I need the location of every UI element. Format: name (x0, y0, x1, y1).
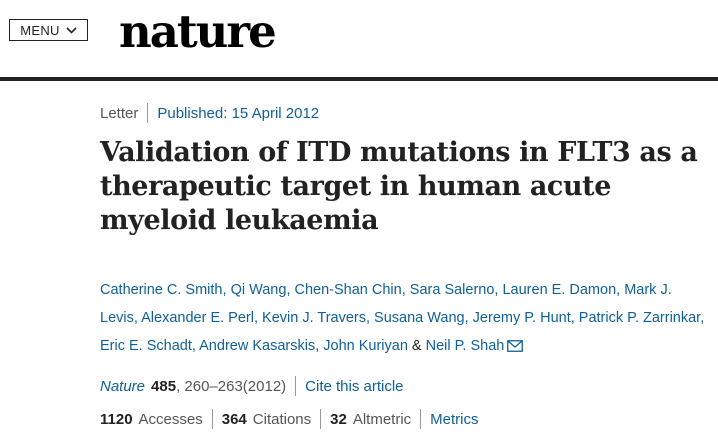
article-meta: Letter Published: 15 April 2012 (100, 103, 319, 123)
author-link[interactable]: Chen-Shan Chin (294, 282, 402, 298)
mail-icon[interactable] (507, 334, 524, 362)
author-separator: , (494, 282, 499, 298)
page-range: , 260–263(2012) (176, 377, 287, 395)
author-link[interactable]: Andrew Kasarskis (199, 338, 316, 354)
metrics-link[interactable]: Metrics (430, 410, 479, 428)
author-separator: , (700, 310, 705, 326)
author-separator: , (222, 282, 227, 298)
citations-count: 364 (221, 410, 247, 428)
author-link[interactable]: Neil P. Shah (425, 338, 505, 354)
author-link[interactable]: Patrick P. Zarrinkar (578, 310, 701, 326)
author-link[interactable]: John Kuriyan (323, 338, 408, 354)
author-ampersand: & (411, 338, 422, 354)
author-link[interactable]: Eric E. Schadt (100, 338, 192, 354)
author-link[interactable]: Mark J. Levis (100, 282, 672, 326)
menu-button[interactable]: MENU (9, 19, 88, 41)
nature-logo[interactable]: nature (119, 5, 277, 58)
author-separator: , (464, 310, 469, 326)
divider (320, 409, 322, 429)
article-type: Letter (100, 104, 139, 122)
author-separator: , (570, 310, 575, 326)
author-link[interactable]: Kevin J. Travers (262, 310, 366, 326)
divider (211, 409, 213, 429)
published-date-link[interactable]: Published: 15 April 2012 (157, 104, 320, 122)
altmetric-count: 32 (330, 410, 347, 428)
metrics-bar: 1120 Accesses 364 Citations 32 Altmetric… (100, 409, 479, 429)
author-separator: , (616, 282, 621, 298)
author-link[interactable]: Catherine C. Smith (100, 282, 223, 298)
header-divider (0, 77, 718, 81)
author-separator: , (253, 310, 258, 326)
journal-name[interactable]: Nature (100, 377, 146, 395)
author-link[interactable]: Lauren E. Damon (502, 282, 617, 298)
accesses-count: 1120 (100, 410, 133, 428)
cite-article-link[interactable]: Cite this article (305, 377, 404, 395)
author-separator: , (401, 282, 406, 298)
accesses-label: Accesses (138, 410, 203, 428)
author-link[interactable]: Alexander E. Perl (141, 310, 254, 326)
author-link[interactable]: Qi Wang (230, 282, 287, 298)
author-separator: , (315, 338, 320, 354)
menu-label: MENU (20, 22, 60, 38)
author-separator: , (365, 310, 371, 326)
divider (420, 409, 422, 429)
citations-label: Citations (252, 410, 312, 428)
altmetric-label: Altmetric (352, 410, 412, 428)
article-title: Validation of ITD mutations in FLT3 as a… (100, 137, 698, 236)
divider (295, 376, 297, 396)
divider (147, 103, 149, 123)
chevron-down-icon (66, 26, 77, 34)
volume-number: 485 (151, 377, 177, 395)
author-list: Catherine C. Smith, Qi Wang, Chen-Shan C… (100, 276, 712, 362)
author-link[interactable]: Jeremy P. Hunt (472, 310, 571, 326)
author-separator: , (191, 338, 196, 354)
author-link[interactable]: Sara Salerno (409, 282, 495, 298)
author-link[interactable]: Susana Wang (374, 310, 465, 326)
author-separator: , (286, 282, 291, 298)
citation-line: Nature 485 , 260–263(2012) Cite this art… (100, 376, 404, 396)
author-separator: , (133, 310, 138, 326)
